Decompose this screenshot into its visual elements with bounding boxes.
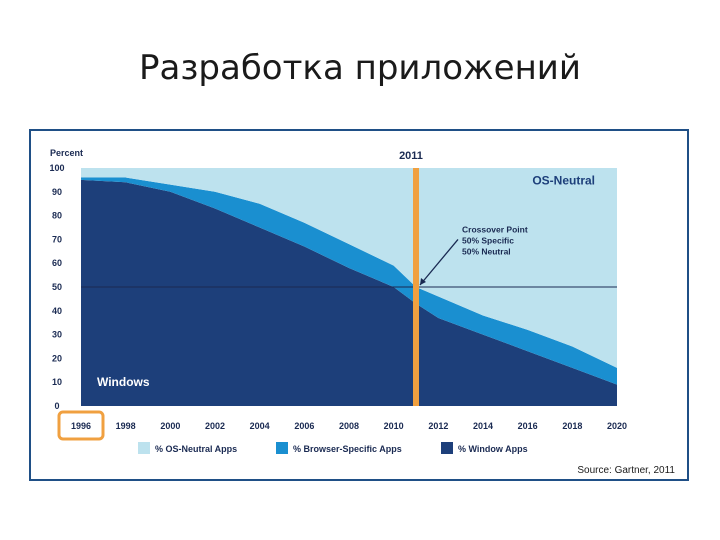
area-series-2: [81, 177, 617, 385]
y-tick-label: 80: [52, 211, 62, 221]
area-series-1: [81, 179, 617, 406]
y-tick-label: 50: [52, 282, 62, 292]
x-tick-label: 2012: [428, 421, 448, 431]
y-tick-label: 70: [52, 234, 62, 244]
legend-label: % Window Apps: [458, 444, 528, 454]
area-series-3: [81, 168, 617, 368]
highlighted-year-box: [57, 410, 105, 441]
x-tick-label: 2018: [562, 421, 582, 431]
annotation-line: 50% Neutral: [462, 246, 511, 256]
annotation-arrow-line: [419, 238, 459, 286]
x-tick-label: 1996: [71, 421, 91, 431]
y-tick-label: 0: [54, 401, 59, 411]
reference-line-label: 2011: [399, 150, 423, 162]
x-axis-ticks: 1996 1998 2000 2002 2004 2006 2008 2010 2012 2014…: [71, 421, 627, 431]
x-tick-label: 2016: [518, 421, 538, 431]
x-tick-label: 2020: [607, 421, 627, 431]
slide-title: Разработка приложений: [139, 48, 581, 88]
y-tick-label: 10: [52, 377, 62, 387]
x-tick-label: 2004: [250, 421, 270, 431]
stacked-areas: [81, 168, 617, 406]
legend-label: % OS-Neutral Apps: [155, 444, 237, 454]
x-tick-label: 2014: [473, 421, 493, 431]
chart-frame: Percent 0 10 20 30 40 50 60 70 80 90 100 2011 OS-N…: [29, 129, 689, 481]
legend: % OS-Neutral Apps % Browser-Specific Apps…: [138, 442, 528, 454]
annotation-arrow-head: [420, 278, 426, 285]
x-tick-label: 2010: [384, 421, 404, 431]
source-note: Source: Gartner, 2011: [577, 465, 675, 476]
y-axis-ticks: 0 10 20 30 40 50 60 70 80 90 100: [49, 163, 64, 411]
y-tick-label: 40: [52, 306, 62, 316]
x-tick-label: 2008: [339, 421, 359, 431]
y-tick-label: 20: [52, 353, 62, 363]
y-tick-label: 100: [49, 163, 64, 173]
y-axis-label: Percent: [50, 148, 83, 158]
os-neutral-region-label: OS-Neutral: [532, 174, 595, 188]
annotation-line: Crossover Point: [462, 224, 528, 234]
x-tick-label: 2006: [294, 421, 314, 431]
reference-line-2011: [413, 168, 419, 406]
windows-region-label: Windows: [97, 375, 150, 389]
x-tick-label: 1998: [116, 421, 136, 431]
x-tick-label: 2000: [160, 421, 180, 431]
legend-swatch: [441, 442, 453, 454]
area-chart: Percent 0 10 20 30 40 50 60 70 80 90 100 2011 OS-N…: [49, 148, 675, 476]
y-tick-label: 90: [52, 187, 62, 197]
legend-swatch: [138, 442, 150, 454]
y-tick-label: 60: [52, 258, 62, 268]
y-tick-label: 30: [52, 330, 62, 340]
annotation-line: 50% Specific: [462, 235, 514, 245]
x-tick-label: 2002: [205, 421, 225, 431]
legend-swatch: [276, 442, 288, 454]
legend-label: % Browser-Specific Apps: [293, 444, 402, 454]
